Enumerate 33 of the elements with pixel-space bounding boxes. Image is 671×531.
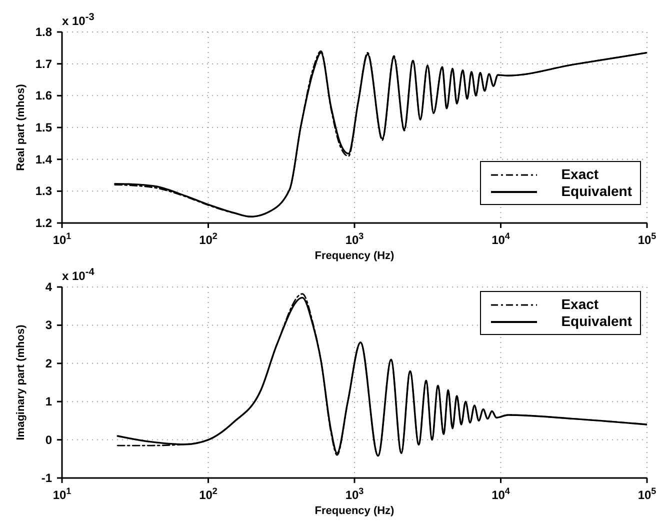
x-tick-label: 10$^{4}$: [492, 231, 510, 247]
legend-label: Exact: [561, 296, 599, 313]
legend-label: Exact: [561, 166, 599, 183]
x-tick-label: 10$^{3}$: [345, 486, 364, 502]
text: x 10$^{-4}$: [62, 267, 94, 283]
y-tick-label: 1: [45, 394, 52, 409]
x-tick-label: 10$^{1}$: [52, 231, 72, 247]
y-axis-title: Imaginary part (mhos): [14, 324, 27, 440]
y-tick-label: 4: [45, 280, 52, 294]
legend-label: Equivalent: [561, 313, 632, 330]
x-tick-label: 10$^{3}$: [345, 231, 364, 247]
x-tick-label: 10$^{4}$: [492, 486, 510, 502]
y-tick-label: 1.2: [35, 216, 52, 230]
y-tick-label: 0: [45, 432, 52, 447]
x-axis-title: Frequency (Hz): [314, 250, 395, 262]
text: x 10$^{-3}$: [62, 12, 94, 28]
y-tick-label: 3: [45, 318, 52, 332]
legend-label: Equivalent: [561, 183, 632, 200]
x-tick-label: 10$^{2}$: [199, 486, 218, 502]
x-tick-label: 10$^{1}$: [52, 486, 72, 502]
y-tick-label: 1.3: [35, 184, 52, 198]
x-tick-label: 10$^{5}$: [638, 486, 656, 502]
x-tick-label: 10$^{2}$: [199, 231, 218, 247]
y-tick-label: 1.8: [35, 25, 52, 39]
y-axis-title: Real part (mhos): [14, 84, 27, 171]
y-tick-label: 1.4: [35, 152, 52, 166]
y-tick-label: 2: [45, 356, 52, 370]
y-tick-label: 1.6: [35, 88, 52, 103]
x-axis-title: Frequency (Hz): [314, 505, 395, 517]
x-tick-label: 10$^{5}$: [638, 231, 656, 247]
y-tick-label: 1.5: [35, 120, 52, 134]
y-tick-label: 1.7: [35, 56, 52, 71]
y-tick-label: -1: [41, 471, 52, 485]
